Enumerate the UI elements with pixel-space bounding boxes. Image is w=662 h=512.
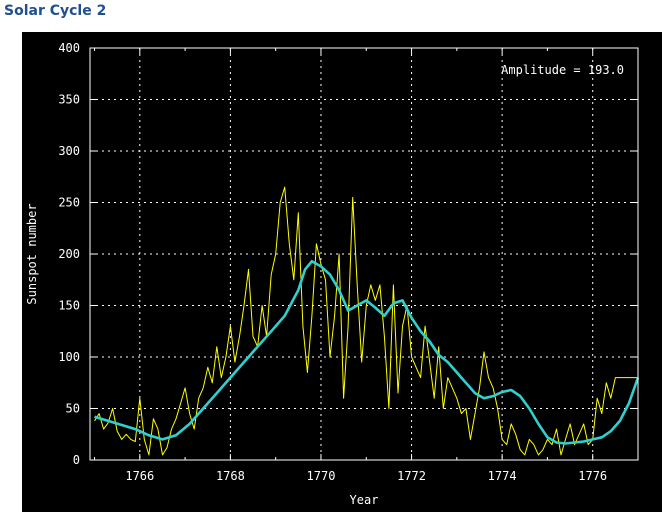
- x-tick-label: 1770: [307, 469, 336, 483]
- y-tick-label: 150: [58, 299, 80, 313]
- page-title: Solar Cycle 2: [4, 3, 107, 19]
- x-tick-label: 1768: [216, 469, 245, 483]
- x-tick-label: 1772: [397, 469, 426, 483]
- y-tick-label: 100: [58, 350, 80, 364]
- y-tick-label: 300: [58, 144, 80, 158]
- x-axis-label: Year: [350, 493, 379, 507]
- x-tick-label: 1774: [488, 469, 517, 483]
- amplitude-annotation: Amplitude = 193.0: [501, 63, 624, 77]
- tick-layer: 0 50 100 150 200 250 300 350 400 1766 1768 1770 1772…: [58, 41, 639, 483]
- chart-frame: 0 50 100 150 200 250 300 350 400 1766 1768 1770 1772…: [22, 32, 662, 512]
- x-tick-label: 1776: [578, 469, 607, 483]
- y-tick-label: 350: [58, 93, 80, 107]
- plot-border: [89, 47, 639, 461]
- sunspot-chart: 0 50 100 150 200 250 300 350 400 1766 1768 1770 1772…: [25, 41, 640, 507]
- y-tick-label: 200: [58, 247, 80, 261]
- y-tick-label: 400: [58, 41, 80, 55]
- y-tick-label: 0: [73, 453, 80, 467]
- y-axis-label: Sunspot number: [25, 203, 39, 304]
- series-layer: [94, 186, 640, 456]
- smoothed-series-line: [94, 259, 640, 445]
- x-tick-label: 1766: [125, 469, 154, 483]
- grid-layer: [90, 48, 638, 460]
- monthly-series-line: [94, 186, 638, 456]
- y-tick-label: 50: [66, 402, 80, 416]
- y-tick-label: 250: [58, 196, 80, 210]
